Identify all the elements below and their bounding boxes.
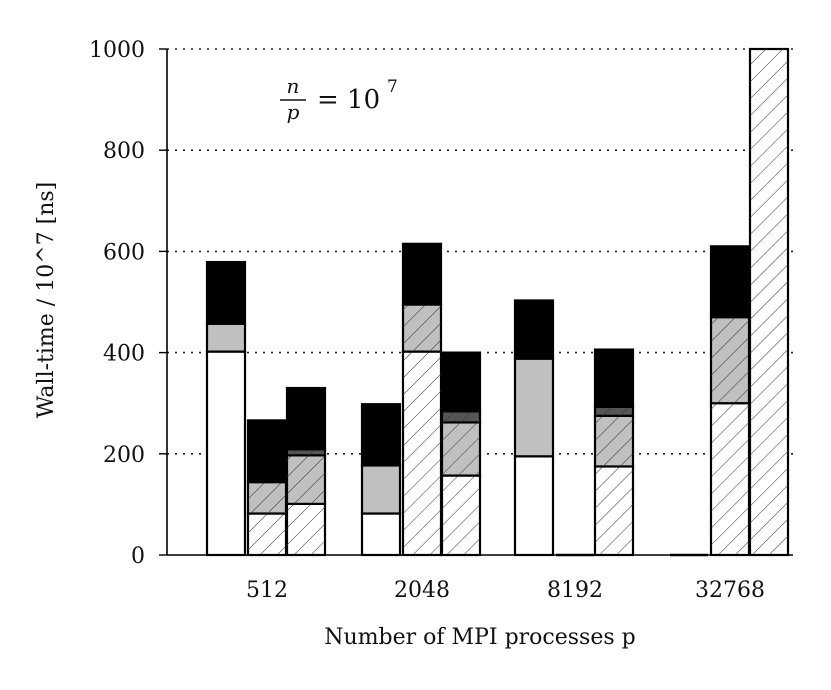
y-tick-label: 400 (103, 342, 145, 367)
annotation-exponent: 7 (387, 77, 398, 97)
bar-hatch (287, 503, 325, 555)
bar-segment-4 (285, 386, 327, 451)
bar-hatch (403, 351, 441, 555)
y-tick-label: 800 (103, 139, 145, 164)
bar-segment-4 (709, 245, 751, 319)
annotation-rhs: = 10 (317, 85, 380, 115)
bar-hatch (711, 317, 749, 404)
x-tick-label: 8192 (547, 578, 603, 603)
y-tick-label: 1000 (89, 38, 145, 63)
y-tick-label: 0 (131, 544, 145, 569)
bar-hatch (287, 449, 325, 456)
y-axis-label: Wall-time / 10^7 [ns] (34, 182, 59, 419)
bar-hatch (287, 455, 325, 504)
bars (205, 47, 790, 557)
bar-hatch (595, 466, 633, 555)
bar-segment-4 (360, 403, 402, 467)
bar-hatch (711, 403, 749, 555)
y-tick-label: 200 (103, 443, 145, 468)
bar-hatch (750, 49, 788, 555)
bar-segment-2 (513, 357, 555, 458)
bar-segment-4 (513, 299, 555, 360)
bar-segment-4 (246, 419, 288, 484)
x-tick-label: 512 (246, 578, 288, 603)
bar-segment-2 (205, 322, 247, 353)
bar-segment-1 (205, 350, 247, 557)
bar-hatch (442, 475, 480, 555)
bar-segment-2 (360, 464, 402, 515)
bar-segment-4 (593, 348, 635, 408)
bar-hatch (442, 422, 480, 476)
axes: 0 200 400 600 800 1000 512 2048 8192 32768 (89, 38, 793, 603)
bar-segment-4 (440, 351, 482, 413)
bar-hatch (248, 482, 286, 514)
bar-segment-4 (401, 242, 443, 306)
bar-hatch (248, 513, 286, 555)
bar-hatch (403, 304, 441, 352)
annotation-numerator: n (287, 74, 300, 98)
x-axis-label: Number of MPI processes p (324, 625, 635, 650)
x-tick-label: 2048 (394, 578, 450, 603)
bar-hatch (595, 415, 633, 467)
bar-hatch (442, 411, 480, 423)
bar-segment-4 (205, 260, 247, 325)
grid-lines (167, 48, 793, 455)
annotation-denominator: p (287, 100, 300, 124)
bar-hatch (595, 406, 633, 416)
bar-segment-1 (513, 455, 555, 557)
annotation: n p = 10 7 (280, 74, 398, 124)
y-tick-label: 600 (103, 240, 145, 265)
bar-segment-1 (360, 512, 402, 557)
x-tick-label: 32768 (695, 578, 765, 603)
